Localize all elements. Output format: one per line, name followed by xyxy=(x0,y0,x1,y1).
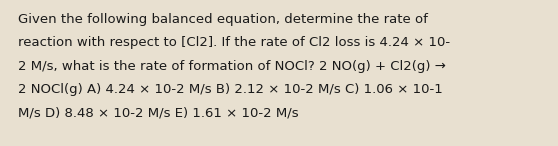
Text: Given the following balanced equation, determine the rate of: Given the following balanced equation, d… xyxy=(18,13,428,26)
Text: 2 NOCl(g) A) 4.24 × 10-2 M/s B) 2.12 × 10-2 M/s C) 1.06 × 10-1: 2 NOCl(g) A) 4.24 × 10-2 M/s B) 2.12 × 1… xyxy=(18,84,442,97)
Text: M/s D) 8.48 × 10-2 M/s E) 1.61 × 10-2 M/s: M/s D) 8.48 × 10-2 M/s E) 1.61 × 10-2 M/… xyxy=(18,107,299,120)
Text: reaction with respect to [Cl2]. If the rate of Cl2 loss is 4.24 × 10-: reaction with respect to [Cl2]. If the r… xyxy=(18,36,450,49)
Text: 2 M/s, what is the rate of formation of NOCl? 2 NO(g) + Cl2(g) →: 2 M/s, what is the rate of formation of … xyxy=(18,60,446,73)
